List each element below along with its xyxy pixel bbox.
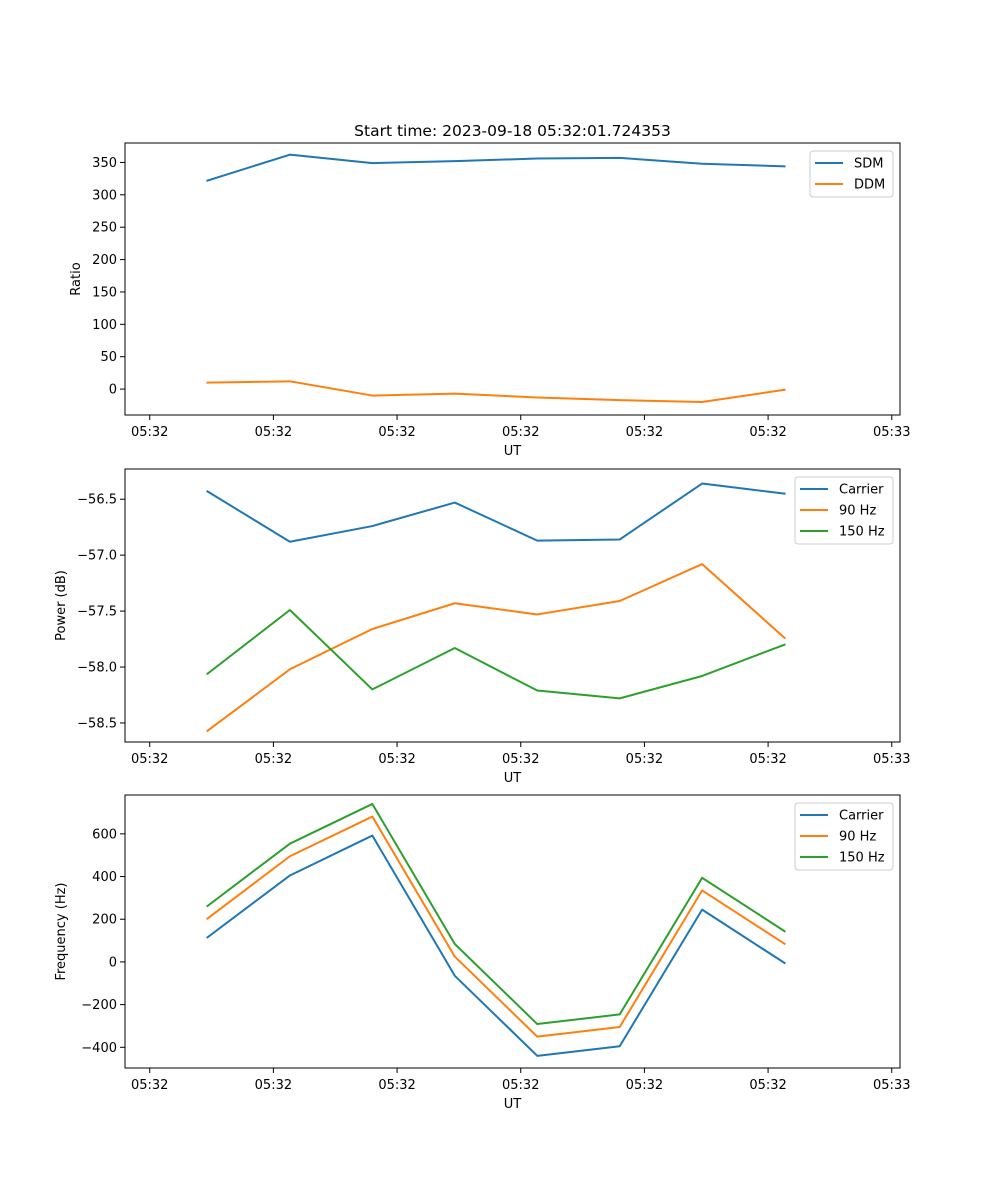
- y-tick-label: 150: [92, 285, 117, 300]
- y-tick-label: −58.5: [77, 716, 117, 731]
- chart-title: Start time: 2023-09-18 05:32:01.724353: [354, 122, 671, 140]
- y-tick-label: 100: [92, 318, 117, 333]
- series-line-ddm: [206, 380, 786, 404]
- series-line-carrier: [206, 834, 786, 1057]
- legend-box: [794, 802, 894, 871]
- legend-label-150-hz: 150 Hz: [839, 851, 885, 866]
- series-line-150-hz: [206, 802, 786, 1026]
- x-tick-label: 05:32: [255, 1078, 292, 1093]
- y-tick-label: −400: [81, 1041, 117, 1056]
- x-tick-label: 05:33: [873, 752, 910, 767]
- x-tick-label: 05:32: [255, 752, 292, 767]
- y-tick-label: −57.5: [77, 605, 117, 620]
- y-axis-label: Power (dB): [54, 570, 69, 641]
- legend-label-90-hz: 90 Hz: [839, 830, 876, 845]
- legend-label-ddm: DDM: [854, 178, 885, 193]
- y-axis-label: Ratio: [69, 262, 84, 295]
- x-tick-label: 05:32: [749, 1078, 786, 1093]
- x-tick-label: 05:32: [131, 425, 168, 440]
- x-axis-label: UT: [504, 771, 522, 786]
- x-axis-label: UT: [504, 1097, 522, 1112]
- x-tick-label: 05:32: [502, 425, 539, 440]
- chart-panel-3: 05:32 05:32 05:32 05:32 05:32 05:32 05:33 −400 −…: [54, 794, 910, 1112]
- y-tick-label: 600: [92, 827, 117, 842]
- y-tick-label: 50: [100, 350, 117, 365]
- chart-panel-1: Start time: 2023-09-18 05:32:01.72435305…: [69, 122, 910, 459]
- chart-panel-2: 05:32 05:32 05:32 05:32 05:32 05:32 05:33 −58.5…: [54, 468, 910, 786]
- x-tick-label: 05:32: [378, 752, 415, 767]
- x-tick-label: 05:32: [626, 1078, 663, 1093]
- axes-frame: [124, 142, 901, 416]
- legend: Carrier 90 Hz 150 Hz: [794, 802, 894, 871]
- legend-label-carrier: Carrier: [839, 809, 884, 824]
- y-tick-label: −57.0: [77, 549, 117, 564]
- x-tick-label: 05:33: [873, 1078, 910, 1093]
- y-tick-label: 300: [92, 188, 117, 203]
- y-tick-label: 350: [92, 156, 117, 171]
- y-tick-label: 250: [92, 221, 117, 236]
- x-tick-label: 05:32: [378, 1078, 415, 1093]
- y-tick-label: −56.5: [77, 493, 117, 508]
- legend: Carrier 90 Hz 150 Hz: [794, 476, 894, 545]
- y-axis-label: Frequency (Hz): [54, 882, 69, 980]
- axes-frame: [124, 468, 901, 743]
- x-axis-label: UT: [504, 444, 522, 459]
- x-tick-label: 05:32: [749, 425, 786, 440]
- x-tick-label: 05:32: [378, 425, 415, 440]
- series-line-sdm: [206, 153, 786, 182]
- series-line-90-hz: [206, 563, 786, 733]
- x-tick-label: 05:32: [749, 752, 786, 767]
- legend-label-90-hz: 90 Hz: [839, 504, 876, 519]
- legend-label-sdm: SDM: [854, 157, 883, 172]
- x-tick-label: 05:33: [873, 425, 910, 440]
- y-tick-label: −58.0: [77, 661, 117, 676]
- y-tick-label: 400: [92, 870, 117, 885]
- x-tick-label: 05:32: [131, 1078, 168, 1093]
- legend-label-150-hz: 150 Hz: [839, 525, 885, 540]
- axes-frame: [124, 794, 901, 1069]
- y-tick-label: 200: [92, 913, 117, 928]
- x-tick-label: 05:32: [626, 425, 663, 440]
- x-tick-label: 05:32: [626, 752, 663, 767]
- y-tick-label: −200: [81, 998, 117, 1013]
- x-tick-label: 05:32: [502, 752, 539, 767]
- x-tick-label: 05:32: [131, 752, 168, 767]
- x-tick-label: 05:32: [255, 425, 292, 440]
- legend: SDM DDM: [809, 150, 894, 198]
- series-line-150-hz: [206, 608, 786, 700]
- legend-box: [794, 476, 894, 545]
- x-tick-label: 05:32: [502, 1078, 539, 1093]
- y-tick-label: 0: [109, 383, 117, 398]
- y-tick-label: 0: [109, 955, 117, 970]
- legend-label-carrier: Carrier: [839, 483, 884, 498]
- y-tick-label: 200: [92, 253, 117, 268]
- series-line-90-hz: [206, 815, 786, 1038]
- series-line-carrier: [206, 482, 786, 543]
